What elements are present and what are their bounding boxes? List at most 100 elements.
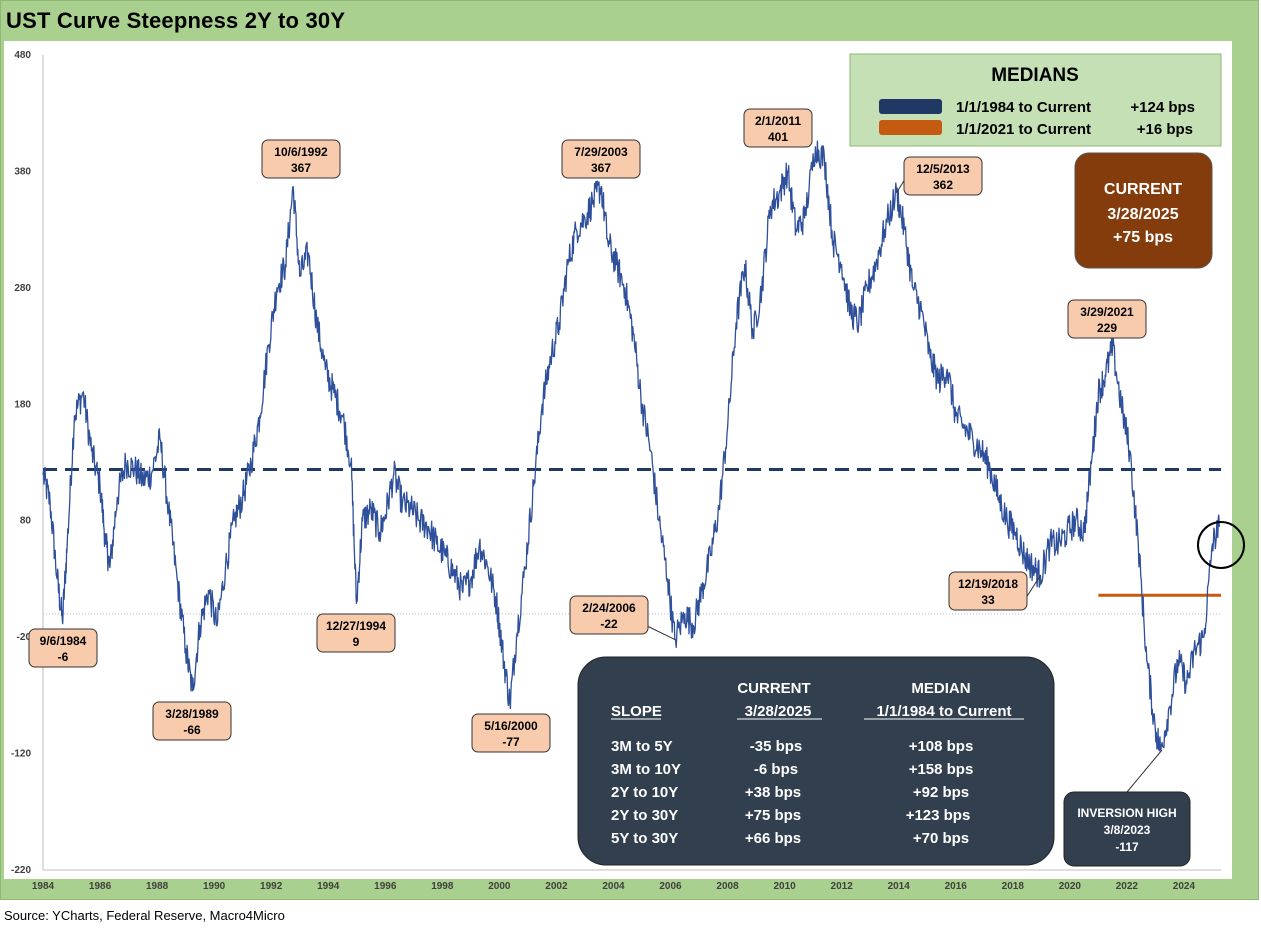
data-point [1032, 566, 1034, 568]
data-point [858, 322, 860, 324]
data-point [436, 543, 438, 545]
y-tick-label: -220 [11, 865, 31, 876]
data-point [550, 357, 552, 359]
y-tick-label: 380 [14, 166, 31, 177]
inversion-high-callout: INVERSION HIGH 3/8/2023 -117 [1063, 749, 1191, 867]
slope-header-current-date: 3/28/2025 [745, 703, 812, 720]
data-point [191, 690, 194, 692]
annotation-date: 10/6/1992 [274, 145, 328, 159]
row-slope: 2Y to 10Y [611, 784, 678, 801]
row-median: +92 bps [913, 784, 969, 801]
annotation-value: 367 [291, 161, 311, 175]
annotation-value: 362 [933, 178, 953, 192]
x-tick-label: 2020 [1059, 881, 1082, 892]
y-tick-label: -20 [17, 632, 32, 643]
data-point [649, 450, 652, 452]
data-point [709, 555, 712, 557]
annotation-box [152, 701, 232, 741]
annotation-box [903, 156, 983, 196]
data-point [461, 589, 463, 592]
data-point [786, 170, 789, 173]
table-row: 2Y to 30Y +75 bps +123 bps [611, 807, 970, 824]
data-point [242, 496, 244, 499]
slope-header-median: MEDIAN [911, 680, 970, 697]
data-point [401, 502, 403, 504]
data-point [250, 461, 252, 464]
inversion-high-date: 3/8/2023 [1104, 823, 1151, 837]
data-point [116, 496, 118, 499]
row-slope: 3M to 10Y [611, 761, 681, 778]
data-point [1074, 520, 1077, 522]
data-point [814, 146, 817, 148]
annotation-callout: 5/16/2000 -77 [471, 713, 551, 753]
y-tick-label: 480 [14, 50, 31, 61]
data-point [216, 624, 218, 627]
data-point [292, 185, 294, 188]
data-point [316, 322, 318, 324]
data-point [378, 531, 381, 533]
x-tick-label: 2014 [888, 881, 911, 892]
data-point [963, 426, 965, 429]
data-point [1129, 450, 1131, 452]
y-tick-label: 280 [14, 283, 31, 294]
annotation-callout: 2/1/2011 401 [743, 108, 813, 148]
annotation-box [743, 108, 813, 148]
annotation-box [316, 613, 396, 653]
data-point [718, 508, 720, 510]
data-point [1211, 543, 1214, 545]
annotation-value: -77 [502, 735, 520, 749]
annotation-leader [644, 624, 676, 640]
slope-header-median-range: 1/1/1984 to Current [876, 703, 1011, 720]
table-row: 5Y to 30Y +66 bps +70 bps [611, 830, 969, 847]
data-point [167, 508, 170, 510]
median-lines [43, 467, 1221, 597]
data-point [515, 636, 518, 638]
annotation-box [28, 628, 98, 668]
x-tick-label: 1998 [431, 881, 454, 892]
row-current: +66 bps [745, 830, 801, 847]
data-point [1112, 346, 1114, 348]
data-point [1169, 706, 1171, 708]
annotation-value: 367 [591, 161, 611, 175]
data-point [444, 555, 446, 557]
y-tick-label: -120 [11, 749, 31, 760]
data-point [333, 392, 335, 394]
median-short-swatch [879, 120, 942, 135]
x-tick-label: 1988 [146, 881, 169, 892]
row-current: +38 bps [745, 784, 801, 801]
data-point [82, 392, 84, 394]
data-point [176, 578, 178, 580]
x-tick-label: 1984 [32, 881, 55, 892]
data-point [509, 702, 511, 705]
data-point [61, 620, 63, 622]
data-point [276, 287, 278, 289]
data-point [1177, 659, 1179, 662]
slope-table: CURRENT MEDIAN SLOPE 3/28/2025 1/1/1984 … [577, 656, 1055, 866]
data-point [370, 508, 372, 510]
data-point [66, 543, 68, 545]
data-point [199, 624, 201, 627]
current-date: 3/28/2025 [1107, 206, 1178, 223]
data-point [384, 514, 386, 516]
row-median: +108 bps [909, 738, 974, 755]
annotation-box [948, 571, 1028, 611]
data-point [150, 473, 152, 475]
annotation-box [569, 595, 649, 635]
annotation-callout: 3/29/2021 229 [1067, 299, 1147, 339]
data-point [832, 240, 834, 242]
data-point [600, 185, 602, 188]
data-point [1186, 683, 1188, 685]
data-point [938, 380, 940, 382]
data-point [632, 333, 635, 336]
data-point [752, 333, 754, 336]
data-point [875, 263, 877, 266]
annotation-date: 5/16/2000 [484, 719, 538, 733]
annotation-date: 3/29/2021 [1080, 305, 1134, 319]
x-tick-label: 2000 [488, 881, 511, 892]
x-tick-label: 2016 [945, 881, 968, 892]
annotation-value: -66 [183, 723, 201, 737]
data-point [1146, 659, 1148, 662]
data-point [224, 566, 227, 568]
annotation-date: 7/29/2003 [574, 145, 628, 159]
current-callout: CURRENT 3/28/2025 +75 bps [1074, 152, 1213, 269]
